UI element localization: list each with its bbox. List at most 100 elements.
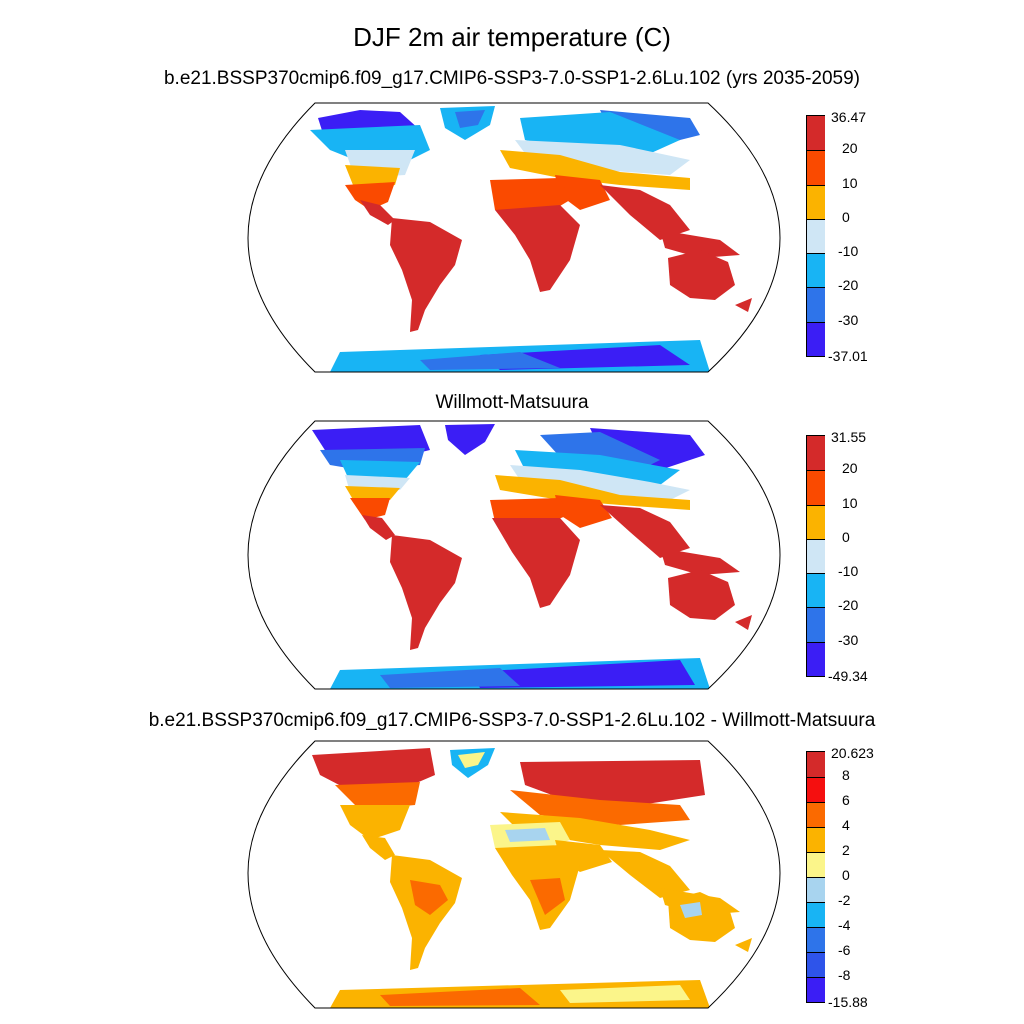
colorbar-segment bbox=[807, 902, 825, 927]
colorbar-segment bbox=[807, 641, 825, 676]
colorbar-segment bbox=[807, 752, 825, 777]
eurasia-zero bbox=[510, 465, 690, 500]
panel-2-frame bbox=[247, 420, 781, 690]
colorbar-tick-label: -49.34 bbox=[828, 668, 868, 684]
greenland-warm bbox=[458, 752, 485, 768]
colorbar-tick-label: 4 bbox=[842, 817, 850, 833]
eurasia-mild bbox=[515, 450, 680, 485]
colorbar-tick-label: 6 bbox=[842, 792, 850, 808]
colorbar-tick-label: 0 bbox=[842, 867, 850, 883]
colorbar-tick-label: -30 bbox=[838, 311, 859, 328]
colorbar-segment bbox=[807, 852, 825, 877]
south-asia bbox=[600, 185, 690, 240]
north-america-south bbox=[345, 182, 395, 210]
colorbar-tick-label: -10 bbox=[838, 563, 859, 580]
africa-south bbox=[492, 518, 580, 608]
colorbar-segment bbox=[807, 436, 825, 471]
panel-2-map bbox=[312, 424, 752, 689]
antarctica-mid bbox=[380, 668, 520, 688]
colorbar-tick-label: -15.88 bbox=[828, 994, 868, 1010]
south-america bbox=[390, 535, 462, 650]
colorbar-tick-label: 8 bbox=[842, 767, 850, 783]
antarctica-hot bbox=[380, 988, 540, 1006]
australia bbox=[668, 570, 735, 620]
australia bbox=[668, 250, 735, 300]
colorbar-segment bbox=[807, 470, 825, 505]
panel-2-subtitle: Willmott-Matsuura bbox=[435, 392, 589, 413]
se-asia-islands bbox=[660, 230, 740, 258]
colorbar-segment bbox=[807, 607, 825, 642]
eurasia-south bbox=[500, 812, 690, 850]
central-america bbox=[362, 835, 395, 860]
colorbar-tick-label: 10 bbox=[842, 174, 858, 191]
south-asia bbox=[600, 505, 690, 558]
antarctica-mid bbox=[420, 352, 560, 370]
africa-hot bbox=[530, 878, 565, 915]
colorbar-segment bbox=[807, 827, 825, 852]
colorbar-segment bbox=[807, 573, 825, 608]
antarctica-warm bbox=[560, 985, 690, 1003]
panel-3-map bbox=[312, 748, 752, 1008]
colorbar-segment bbox=[807, 777, 825, 802]
greenland-core bbox=[455, 110, 485, 128]
colorbar-tick-label: 10 bbox=[842, 494, 858, 511]
panel-3-subtitle: b.e21.BSSP370cmip6.f09_g17.CMIP6-SSP3-7.… bbox=[148, 710, 876, 731]
colorbar-tick-label: -20 bbox=[838, 597, 859, 614]
eurasia-warm bbox=[500, 150, 690, 190]
colorbar-tick-label: 36.47 bbox=[831, 109, 867, 125]
north-america-south bbox=[350, 498, 390, 520]
colorbar-tick-label: -20 bbox=[838, 277, 859, 294]
colorbar-segment bbox=[807, 538, 825, 574]
colorbar-tick-label: 0 bbox=[842, 208, 850, 225]
panel-3-colorbar bbox=[806, 751, 825, 1003]
colorbar-segment bbox=[807, 253, 825, 288]
africa-north bbox=[490, 178, 570, 215]
colorbar-tick-label: -6 bbox=[838, 942, 851, 958]
colorbar-tick-label: -8 bbox=[838, 967, 851, 983]
north-america-mid bbox=[335, 782, 420, 810]
antarctica-interior bbox=[470, 660, 695, 688]
colorbar-tick-label: -30 bbox=[838, 631, 859, 648]
se-asia-islands bbox=[660, 548, 740, 575]
south-america bbox=[390, 218, 462, 332]
central-america bbox=[360, 200, 395, 225]
panel-1-frame bbox=[247, 102, 781, 373]
colorbar-segment bbox=[807, 802, 825, 827]
colorbar-segment bbox=[807, 116, 825, 151]
africa-south bbox=[495, 205, 580, 292]
colorbar-tick-label: -37.01 bbox=[828, 348, 868, 364]
panel-1-map bbox=[310, 106, 752, 372]
colorbar-tick-label: -10 bbox=[838, 243, 859, 260]
panel-1-subtitle: b.e21.BSSP370cmip6.f09_g17.CMIP6-SSP3-7.… bbox=[163, 68, 861, 89]
new-zealand bbox=[735, 298, 752, 312]
colorbar-segment bbox=[807, 877, 825, 902]
panel-1-colorbar bbox=[806, 115, 825, 357]
new-zealand bbox=[735, 615, 752, 630]
north-america-north bbox=[312, 748, 435, 790]
panel-3-frame bbox=[247, 740, 781, 1009]
eurasia-north bbox=[520, 760, 705, 805]
panel-2-colorbar bbox=[806, 435, 825, 677]
colorbar-segment bbox=[807, 150, 825, 185]
colorbar-tick-label: 20 bbox=[842, 140, 858, 157]
colorbar-segment bbox=[807, 218, 825, 254]
australia-cool bbox=[680, 902, 702, 918]
eurasia-warm bbox=[495, 475, 690, 510]
colorbar-segment bbox=[807, 184, 825, 219]
colorbar-tick-label: 31.55 bbox=[831, 429, 867, 445]
colorbar-tick-label: 20.623 bbox=[831, 745, 874, 761]
colorbar-segment bbox=[807, 977, 825, 1002]
south-asia bbox=[600, 850, 690, 898]
sahara-cool bbox=[505, 828, 550, 842]
figure-title: DJF 2m air temperature (C) bbox=[353, 22, 671, 52]
colorbar-tick-label: 2 bbox=[842, 842, 850, 858]
colorbar-segment bbox=[807, 321, 825, 356]
colorbar-tick-label: -4 bbox=[838, 917, 851, 933]
middle-east bbox=[555, 495, 612, 528]
new-zealand bbox=[735, 938, 752, 952]
greenland bbox=[445, 424, 495, 455]
australia bbox=[668, 892, 735, 942]
south-america-hot bbox=[410, 880, 448, 915]
middle-east bbox=[555, 175, 610, 210]
